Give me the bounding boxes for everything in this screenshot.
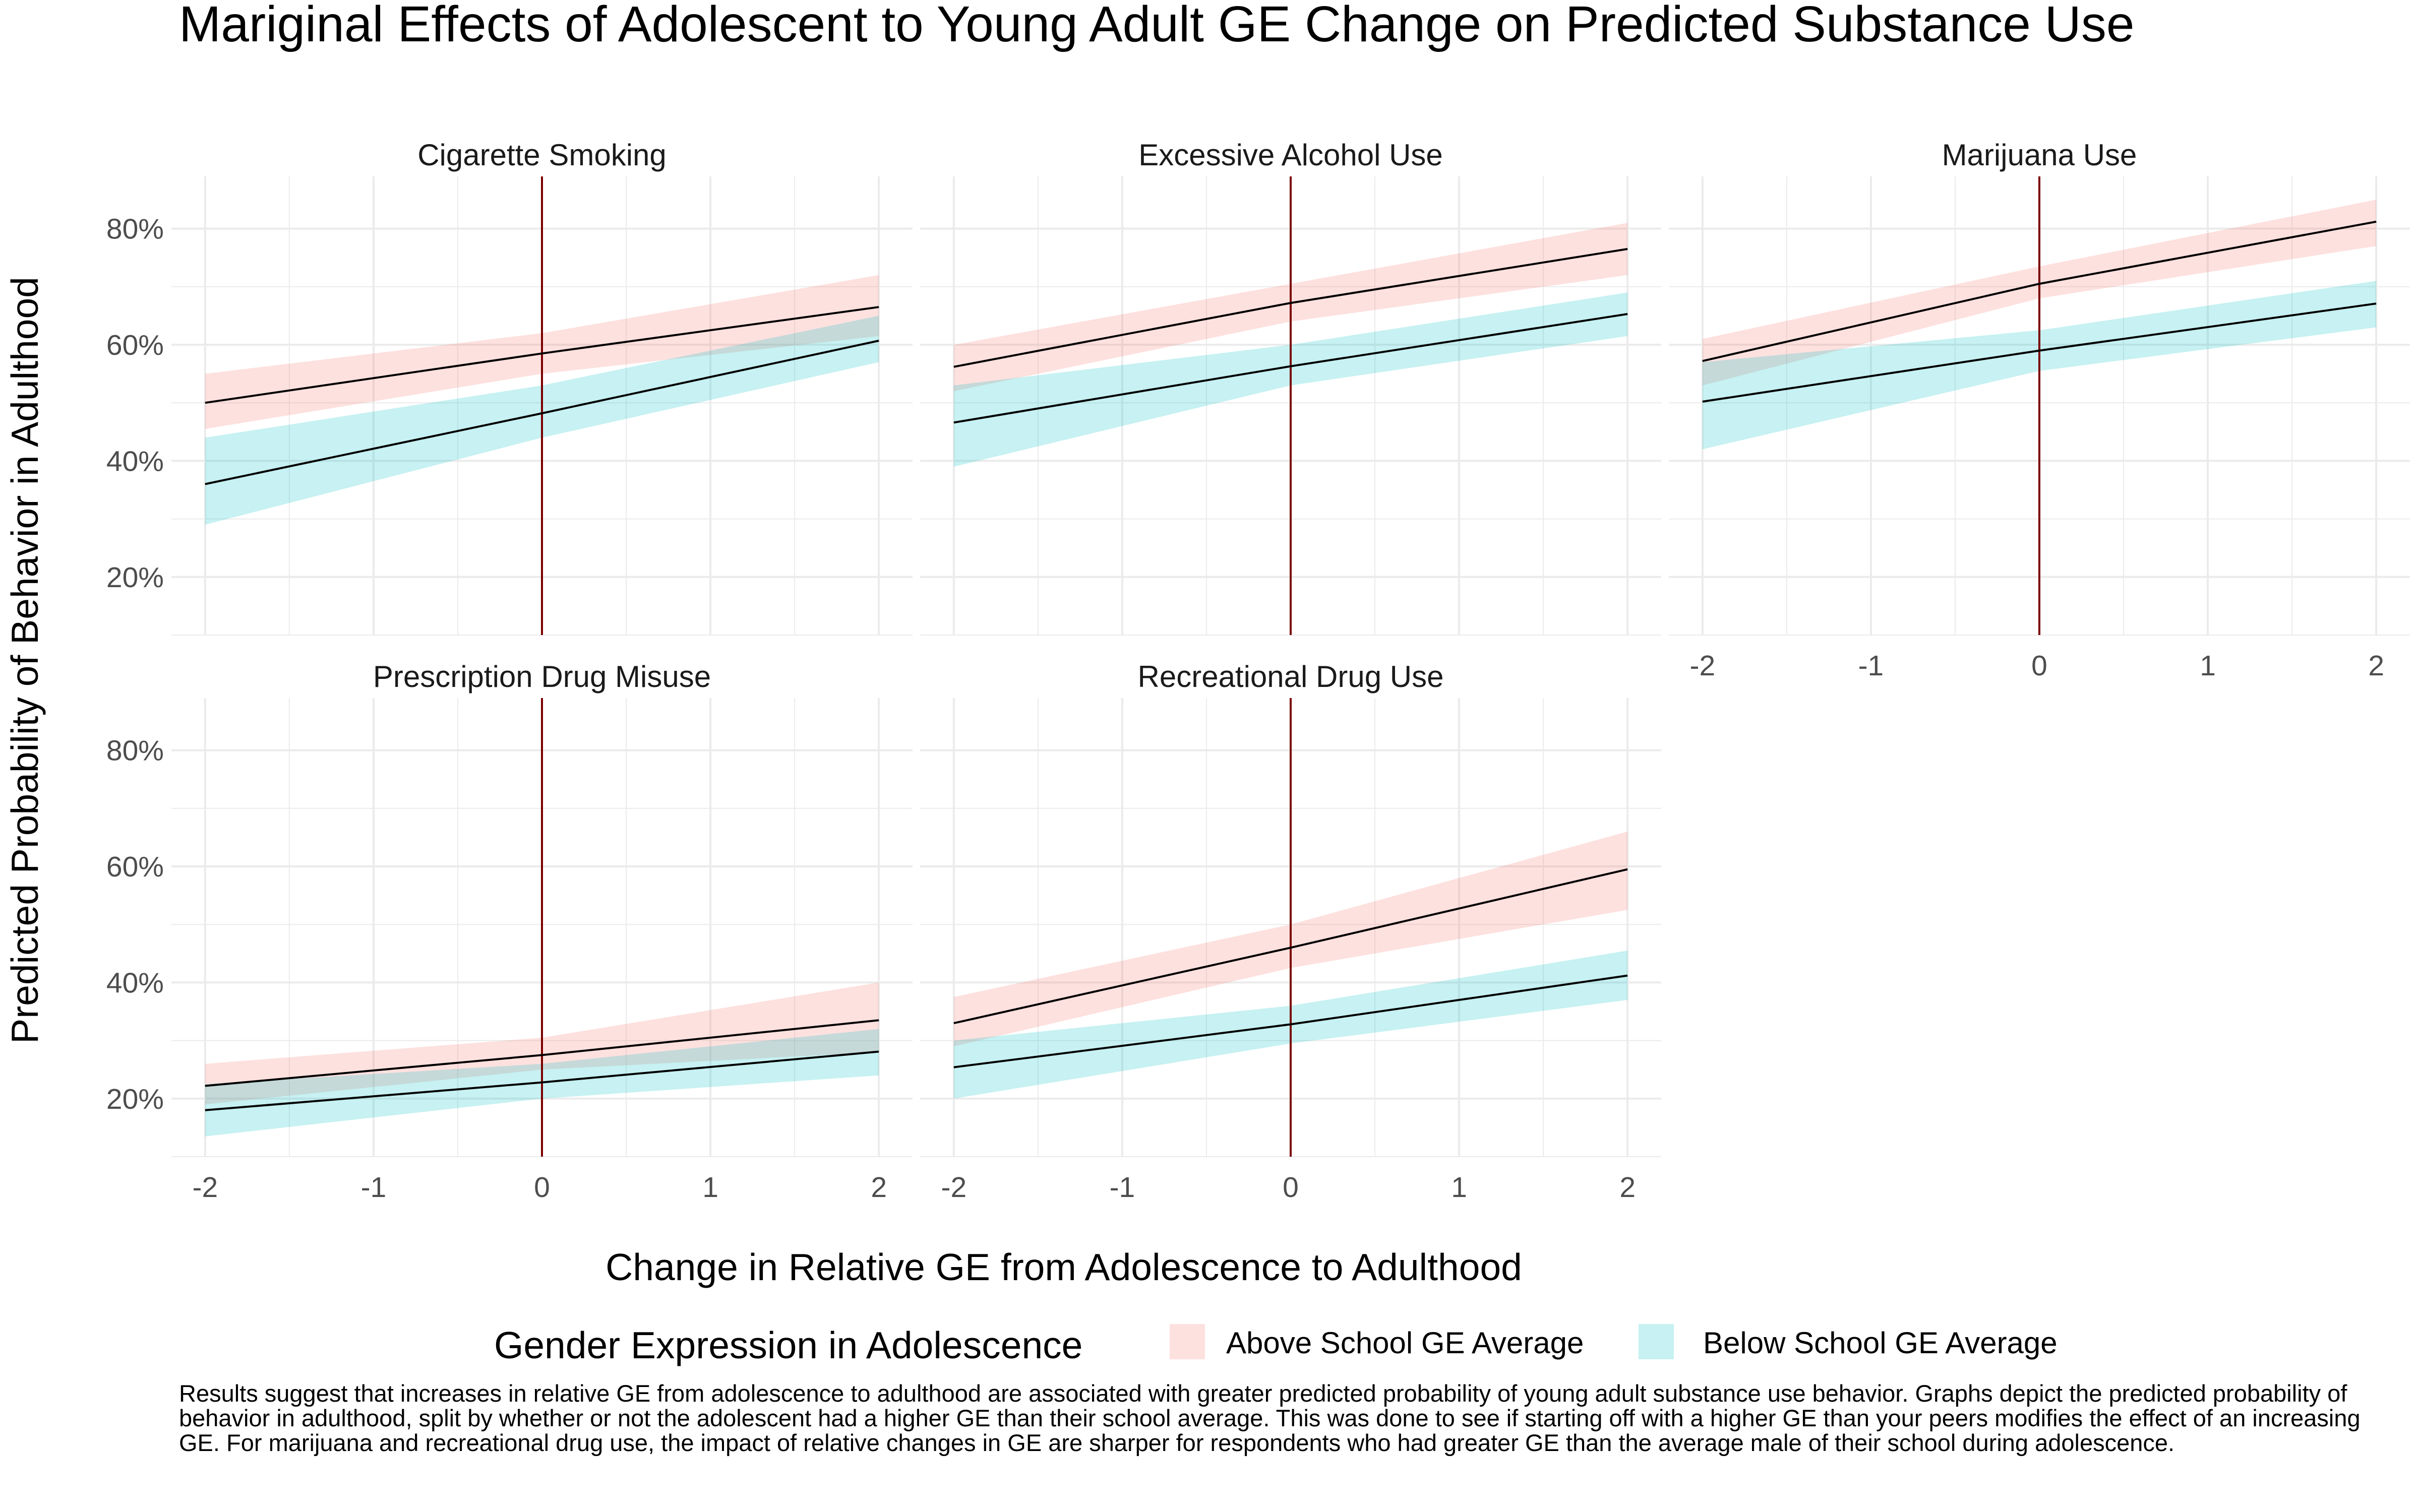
legend-key-below [1639,1324,1674,1359]
x-tick-label: 2 [1619,1171,1636,1204]
above-fit-line [953,868,1628,1025]
y-tick-label: 80% [106,735,164,767]
below-fit-line [953,313,1628,424]
legend: Gender Expression in Adolescence Above S… [494,1324,2058,1366]
x-tick-label: -1 [1110,1171,1135,1204]
legend-label-above: Above School GE Average [1226,1326,1584,1360]
panel-title: Cigarette Smoking [417,138,667,172]
y-tick-label: 20% [106,1083,164,1115]
panel-title: Prescription Drug Misuse [373,660,711,694]
above-fit-line [953,248,1628,368]
x-tick-label: 0 [534,1171,550,1204]
chart-title: Mariginal Effects of Adolescent to Young… [179,0,2134,52]
x-axis-label: Change in Relative GE from Adolescence t… [606,1246,1522,1288]
panel-1: Cigarette Smoking 20% 40% 60% 80% [106,138,913,636]
panel-2: Excessive Alcohol Use [920,138,1661,636]
panel-5: Recreational Drug Use -2 -1 0 1 2 [920,660,1661,1204]
x-tick-label: 2 [871,1171,887,1204]
below-fit-line [1702,302,2377,403]
panel-3: Marijuana Use -2 -1 0 1 2 [1669,138,2410,682]
x-tick-label: -1 [361,1171,387,1204]
y-tick-label: 20% [106,561,164,594]
panel-4: Prescription Drug Misuse 20% 40% 60% 80% -2 -1… [106,660,913,1204]
legend-key-above [1170,1324,1205,1359]
above-fit-line [1702,220,2377,362]
y-tick-label: 40% [106,445,164,477]
y-tick-label: 40% [106,967,164,999]
panel-title: Excessive Alcohol Use [1138,138,1443,172]
panel-title: Marijuana Use [1942,138,2137,172]
x-tick-label: -2 [1689,650,1715,682]
y-tick-label: 60% [106,329,164,361]
y-tick-label: 80% [106,213,164,245]
y-tick-label: 60% [106,851,164,883]
below-fit-line [205,340,879,485]
x-tick-label: -2 [192,1171,218,1204]
legend-label-below: Below School GE Average [1703,1326,2058,1360]
legend-title: Gender Expression in Adolescence [494,1324,1082,1366]
x-tick-label: 1 [1451,1171,1467,1204]
x-tick-label: 1 [702,1171,718,1204]
figure-caption: Results suggest that increases in relati… [179,1380,2361,1456]
below-fit-line [953,974,1628,1068]
x-tick-label: 1 [2200,650,2216,682]
x-tick-label: 2 [2368,650,2384,682]
x-tick-label: 0 [2031,650,2047,682]
x-tick-label: -1 [1858,650,1884,682]
x-tick-label: 0 [1283,1171,1299,1204]
y-axis-label: Predicted Probability of Behavior in Adu… [4,277,46,1044]
above-fit-line [205,306,879,404]
panel-title: Recreational Drug Use [1138,660,1444,694]
below-fit-line [205,1050,879,1111]
x-tick-label: -2 [941,1171,966,1204]
above-fit-line [205,1019,879,1087]
